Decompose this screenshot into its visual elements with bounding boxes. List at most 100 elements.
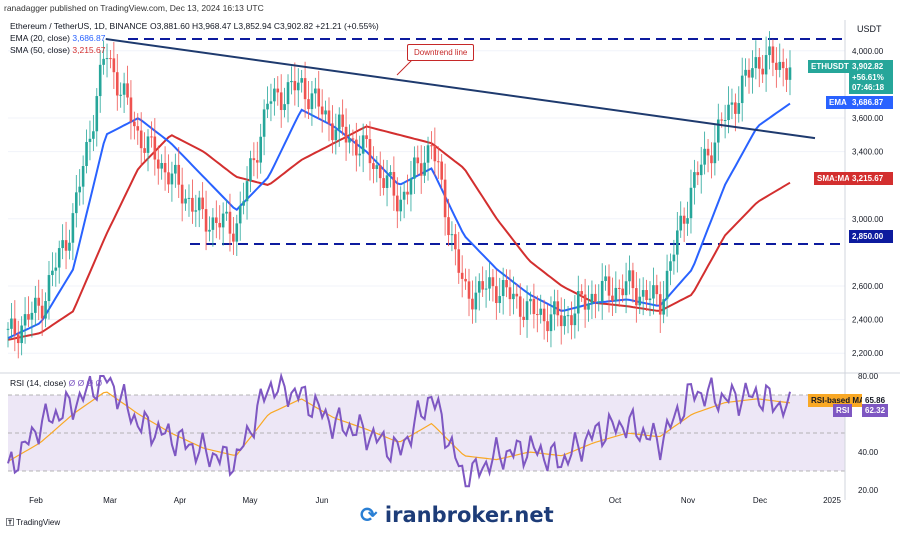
candle-body (286, 82, 290, 105)
candle-body (757, 57, 761, 69)
candle-body (716, 119, 720, 143)
downtrend-line[interactable] (105, 38, 816, 140)
candle-body (85, 141, 88, 167)
candle-body (413, 157, 416, 179)
time-tick-label: May (242, 496, 257, 505)
candle-body (464, 278, 467, 282)
candle-body (136, 126, 140, 131)
rsi-tag: RSI (833, 404, 853, 417)
candle-body (710, 155, 713, 164)
candle-body (44, 301, 47, 319)
candle-body (184, 198, 187, 204)
candle-body (208, 229, 211, 232)
candle-body (788, 67, 792, 80)
symbol-title[interactable]: Ethereum / TetherUS, 1D, BINANCE (10, 21, 148, 31)
candle-body (310, 93, 314, 110)
sma-legend-label: SMA (50, close) (10, 45, 70, 55)
watermark-icon: ⟳ (360, 503, 378, 527)
change-badge: +56.61% (849, 71, 893, 84)
candle-body (324, 110, 327, 115)
candle-body (751, 68, 754, 78)
candle-body (628, 270, 631, 282)
candle-body (433, 146, 437, 162)
candle-body (153, 136, 157, 160)
candle-body (635, 288, 638, 306)
candle-body (51, 270, 54, 276)
candle-body (641, 290, 645, 297)
candle-body (597, 301, 601, 303)
time-tick-label: Apr (174, 496, 187, 505)
candle-body (720, 119, 724, 121)
candle-body (40, 305, 44, 319)
candle-body (785, 68, 788, 80)
rsi-value-badge: 62.32 (862, 404, 889, 417)
candle-body (334, 129, 338, 141)
downtrend-annotation[interactable]: Downtrend line (407, 44, 475, 61)
candle-body (238, 205, 242, 224)
candle-body (115, 72, 119, 96)
candle-body (477, 281, 481, 293)
sma-legend-value: 3,215.67 (72, 45, 106, 55)
candle-body (30, 312, 34, 320)
tradingview-logo[interactable]: 🅃 TradingView (6, 517, 60, 528)
candle-body (327, 110, 331, 124)
ohlc-readout: O3,881.60 H3,968.47 L3,852.94 C3,902.82 … (150, 21, 379, 31)
candle-body (583, 294, 587, 310)
candle-body (576, 291, 580, 314)
candle-body (355, 139, 358, 156)
sma-legend[interactable]: SMA (50, close) 3,215.67 (10, 45, 105, 55)
candle-body (273, 88, 276, 102)
candle-body (768, 46, 771, 56)
candle-body (638, 296, 642, 306)
time-tick-label: Dec (753, 496, 767, 505)
candle-body (20, 325, 23, 344)
candle-body (180, 184, 184, 204)
candle-body (57, 248, 61, 268)
candle-body (546, 321, 549, 332)
candle-body (389, 171, 392, 176)
candle-body (143, 148, 146, 153)
candle-body (98, 64, 102, 97)
candle-body (146, 136, 150, 153)
candles (6, 31, 792, 359)
watermark: ⟳ iranbroker.net (360, 503, 554, 527)
candle-body (187, 197, 191, 199)
candle-body (361, 135, 365, 154)
price-tick-label: 3,000.00 (852, 215, 884, 224)
candle-body (279, 92, 283, 111)
currency-label[interactable]: USDT (857, 24, 882, 34)
candle-body (23, 314, 27, 326)
candle-body (392, 171, 396, 196)
candle-body (27, 314, 30, 320)
candle-body (501, 280, 505, 297)
candle-body (556, 301, 560, 316)
candle-body (409, 178, 413, 195)
candle-body (194, 210, 198, 212)
ema-legend[interactable]: EMA (20, close) 3,686.87 (10, 33, 105, 43)
candle-body (737, 103, 741, 114)
candle-body (665, 270, 669, 300)
price-tick-label: 2,400.00 (852, 316, 884, 325)
candle-body (778, 61, 782, 70)
time-axis[interactable]: Feb Mar Apr May Jun Oct Nov Dec 2025 (29, 496, 841, 505)
candle-body (676, 230, 679, 255)
candle-body (303, 78, 307, 100)
candle-body (204, 209, 208, 232)
candle-body (645, 290, 648, 301)
price-tick-label: 4,000.00 (852, 47, 884, 56)
rsi-tick-label: 40.00 (858, 448, 879, 457)
trendline-path (105, 38, 816, 140)
price-axis[interactable]: 4,000.00 3,600.00 3,400.00 3,000.00 2,600.00… (852, 47, 884, 495)
candle-body (730, 102, 734, 105)
candle-body (215, 217, 218, 223)
candle-body (74, 192, 78, 214)
candle-body (156, 159, 160, 169)
rsi-legend[interactable]: RSI (14, close) Ø Ø Ø Ø (10, 378, 102, 388)
candle-body (242, 201, 245, 206)
price-tick-label: 3,600.00 (852, 114, 884, 123)
candle-body (320, 106, 324, 115)
candle-body (754, 57, 758, 69)
candle-body (112, 58, 116, 73)
publisher-line: ranadagger published on TradingView.com,… (4, 3, 264, 13)
